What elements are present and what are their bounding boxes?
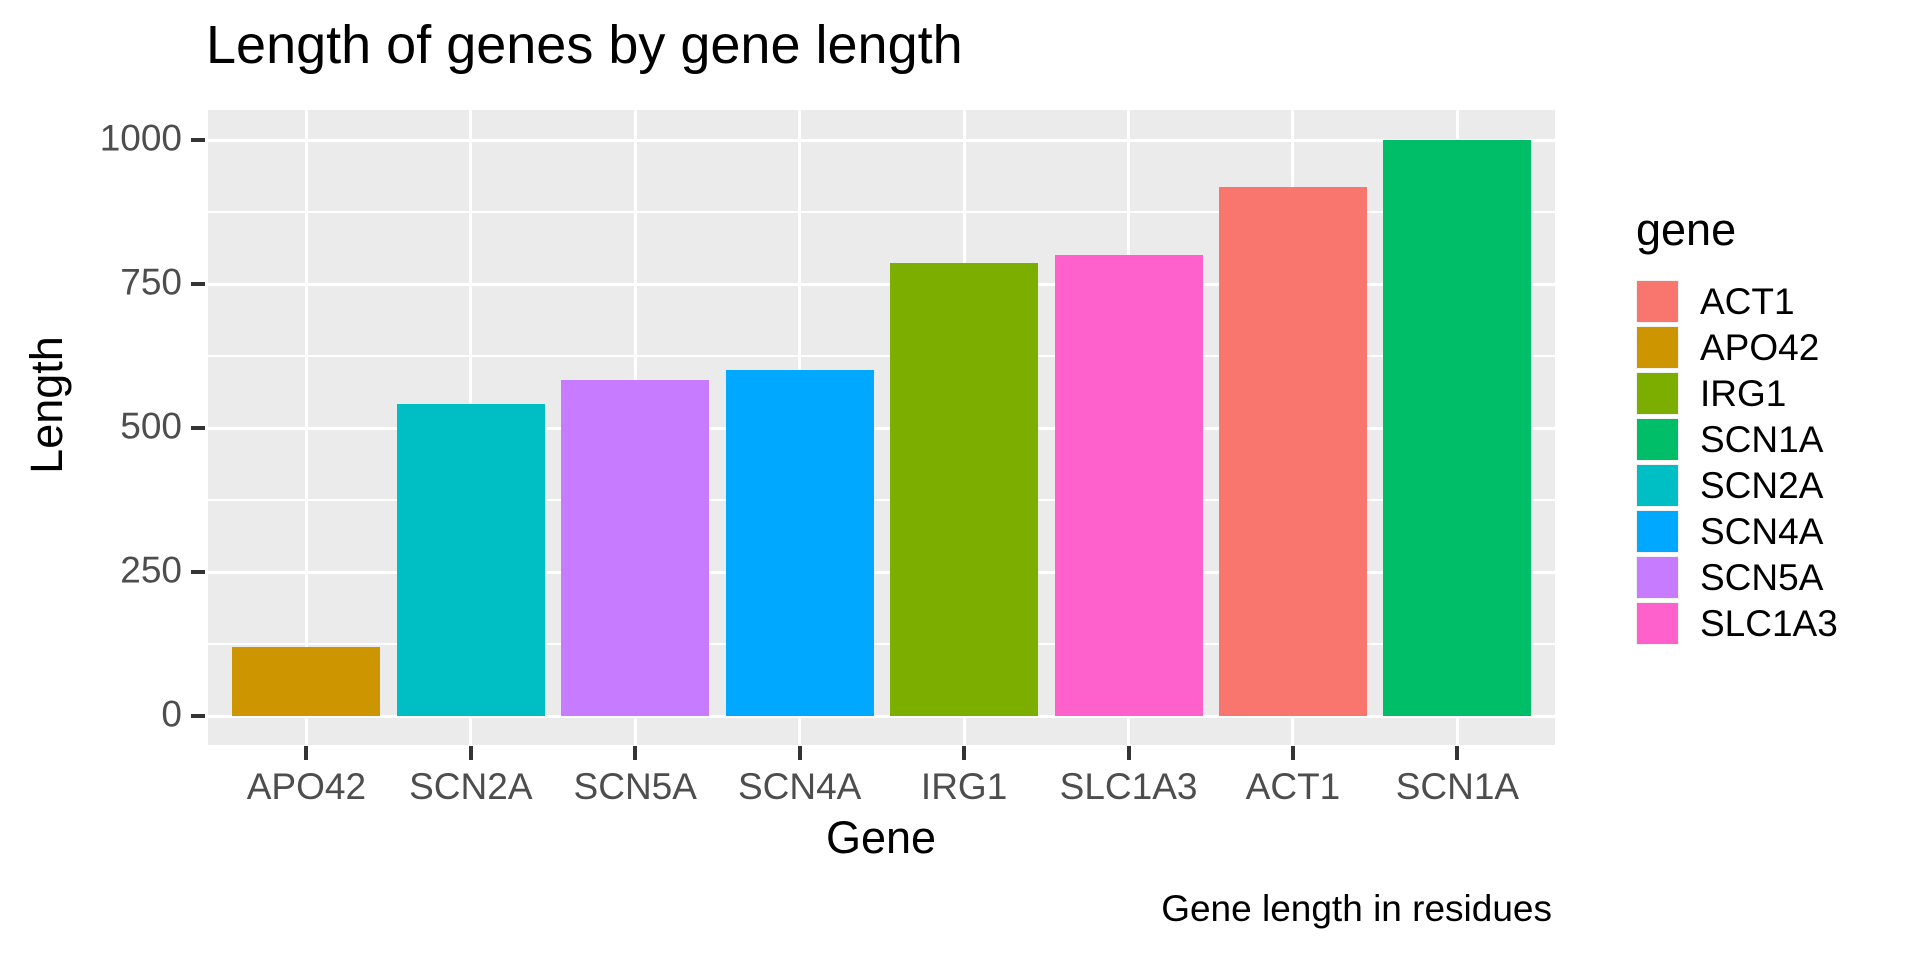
- y-tick-label: 750: [120, 261, 182, 303]
- legend-key: [1636, 280, 1679, 323]
- y-major-gridline: [208, 426, 1555, 430]
- legend-key: [1636, 556, 1679, 599]
- y-tick-mark: [191, 570, 205, 574]
- x-tick-mark: [797, 746, 802, 760]
- legend-swatch-scn5a: [1637, 557, 1678, 598]
- bar-scn2a: [396, 403, 545, 716]
- x-tick-mark: [1290, 746, 1295, 760]
- legend-swatch-irg1: [1637, 373, 1678, 414]
- x-tick-label: ACT1: [1245, 766, 1341, 807]
- x-tick-label: SCN5A: [573, 766, 697, 807]
- legend-label: APO42: [1700, 326, 1820, 368]
- legend-swatch-apo42: [1637, 327, 1678, 368]
- legend-key: [1636, 372, 1679, 415]
- legend-label: SCN5A: [1700, 556, 1824, 598]
- bar-apo42: [232, 646, 381, 716]
- legend-entry: SCN2A: [1636, 464, 1838, 507]
- y-tick-label: 0: [161, 693, 182, 735]
- legend-label: ACT1: [1700, 280, 1795, 322]
- legend-entry: IRG1: [1636, 372, 1838, 415]
- legend-entries: ACT1 APO42 IRG1 SCN1A SCN2A SCN4A SCN5A SLC1A3: [1636, 280, 1838, 645]
- x-tick-mark: [1455, 746, 1460, 760]
- legend-entry: ACT1: [1636, 280, 1838, 323]
- legend-label: SLC1A3: [1700, 602, 1838, 644]
- x-tick-label: SCN2A: [409, 766, 533, 807]
- plot-panel: [208, 110, 1555, 745]
- y-major-gridline: [208, 282, 1555, 286]
- legend-title: gene: [1636, 204, 1737, 255]
- legend-label: SCN2A: [1700, 464, 1824, 506]
- x-tick-label: SLC1A3: [1059, 766, 1198, 807]
- y-tick-mark: [191, 282, 205, 286]
- bar-scn5a: [561, 379, 710, 716]
- x-major-gridline: [304, 110, 308, 745]
- y-major-gridline: [208, 714, 1555, 718]
- x-tick-label: IRG1: [920, 766, 1008, 807]
- legend-entry: SCN4A: [1636, 510, 1838, 553]
- y-major-gridline: [208, 138, 1555, 142]
- legend-label: SCN1A: [1700, 418, 1824, 460]
- bar-slc1a3: [1054, 255, 1203, 716]
- y-minor-gridline: [208, 643, 1555, 645]
- y-tick-mark: [191, 714, 205, 718]
- bar-scn4a: [725, 370, 874, 716]
- legend-key: [1636, 510, 1679, 553]
- y-minor-gridline: [208, 211, 1555, 213]
- legend-key: [1636, 602, 1679, 645]
- bar-scn1a: [1383, 140, 1532, 716]
- legend-swatch-slc1a3: [1637, 603, 1678, 644]
- x-tick-label: APO42: [246, 766, 367, 807]
- x-tick-mark: [633, 746, 638, 760]
- chart-title: Length of genes by gene length: [206, 15, 963, 75]
- legend-key: [1636, 418, 1679, 461]
- legend-entry: APO42: [1636, 326, 1838, 369]
- y-minor-gridline: [208, 355, 1555, 357]
- y-tick-mark: [191, 138, 205, 142]
- legend-swatch-scn2a: [1637, 465, 1678, 506]
- x-tick-mark: [468, 746, 473, 760]
- x-tick-mark: [1126, 746, 1131, 760]
- x-tick-label: SCN4A: [737, 766, 862, 807]
- y-tick-label: 1000: [99, 117, 182, 159]
- bar-irg1: [890, 263, 1039, 716]
- x-axis-title: Gene: [825, 812, 937, 863]
- chart-caption: Gene length in residues: [1161, 888, 1552, 929]
- legend-swatch-act1: [1637, 281, 1678, 322]
- legend-entry: SCN1A: [1636, 418, 1838, 461]
- y-minor-gridline: [208, 499, 1555, 501]
- x-tick-mark: [962, 746, 967, 760]
- x-tick-label: SCN1A: [1395, 766, 1520, 807]
- legend-label: SCN4A: [1700, 510, 1824, 552]
- legend-swatch-scn4a: [1637, 511, 1678, 552]
- legend-entry: SLC1A3: [1636, 602, 1838, 645]
- y-tick-label: 500: [120, 405, 182, 447]
- x-tick-mark: [304, 746, 309, 760]
- y-tick-mark: [191, 426, 205, 430]
- legend-key: [1636, 464, 1679, 507]
- legend: gene ACT1 APO42 IRG1 SCN1A SCN2A SCN4A SCN5A SL…: [1636, 204, 1838, 648]
- y-tick-label: 250: [120, 549, 182, 591]
- legend-key: [1636, 326, 1679, 369]
- legend-swatch-scn1a: [1637, 419, 1678, 460]
- legend-entry: SCN5A: [1636, 556, 1838, 599]
- bar-act1: [1218, 187, 1367, 716]
- legend-label: IRG1: [1700, 372, 1787, 414]
- y-major-gridline: [208, 570, 1555, 574]
